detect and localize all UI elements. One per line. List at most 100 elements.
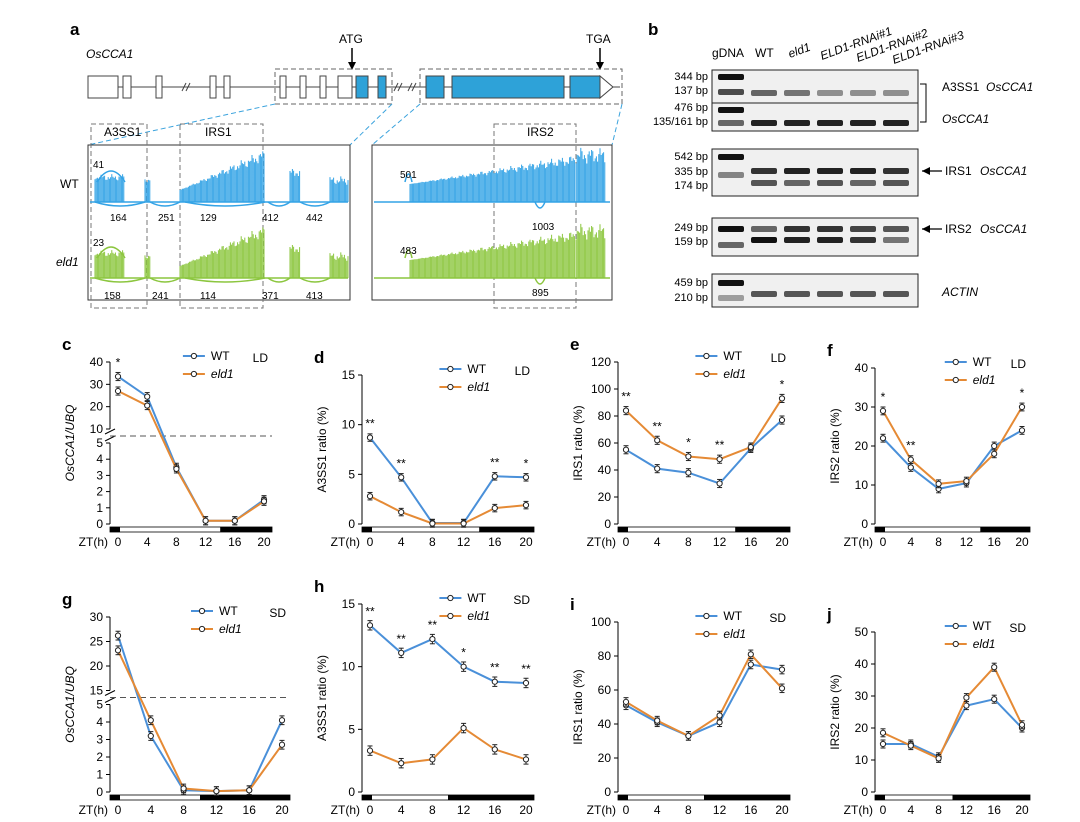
gel-3-band-1 — [718, 154, 744, 160]
x-tick-label: 16 — [988, 535, 1002, 549]
y-tick-label: 0 — [96, 517, 103, 531]
eld1-cov-4 — [289, 245, 301, 278]
gel1-size-2: 137 bp — [674, 85, 708, 97]
gel-3-band-2 — [718, 172, 744, 178]
dark-period — [220, 527, 272, 532]
region-box-irs2 — [493, 123, 577, 309]
wt-arc-left-count: 41 — [93, 160, 105, 171]
data-point — [366, 493, 374, 500]
panel-g-label: g — [62, 590, 72, 609]
data-point — [398, 474, 405, 481]
y-tick-label: 20 — [598, 751, 612, 765]
x-axis-label: ZT(h) — [844, 803, 873, 817]
data-point — [491, 746, 498, 753]
y-tick-label: 100 — [591, 382, 611, 396]
eld1-cov-2 — [144, 255, 151, 278]
y-tick-label: 15 — [342, 597, 356, 611]
data-point — [144, 402, 151, 409]
eld1-junction-1: 158 — [104, 291, 121, 302]
dark-period — [704, 795, 790, 800]
x-tick-label: 20 — [1015, 803, 1029, 817]
x-tick-label: 0 — [623, 803, 630, 817]
data-point — [935, 480, 942, 487]
y-tick-label: 100 — [591, 615, 611, 629]
x-tick-label: 0 — [880, 803, 887, 817]
zoom-box-left — [274, 68, 393, 105]
x-tick-label: 16 — [488, 535, 502, 549]
y-tick-label: 40 — [598, 717, 612, 731]
significance-mark: ** — [715, 438, 725, 452]
panel-h-label: h — [314, 577, 324, 596]
x-tick-label: 4 — [907, 535, 914, 549]
y-tick-label: 0 — [348, 517, 355, 531]
y-tick-label: 120 — [591, 355, 611, 369]
y-axis-label: OsCCA1/UBQ — [63, 666, 77, 743]
legend-label-wt: WT — [723, 609, 742, 623]
legend-label-wt: WT — [467, 362, 486, 376]
region-box-irs1 — [179, 123, 264, 309]
data-point — [907, 464, 914, 471]
series-line-wt — [882, 429, 1023, 490]
gel3-size-1: 542 bp — [674, 151, 708, 163]
y-tick-label: 2 — [96, 750, 103, 764]
data-point — [747, 651, 754, 658]
lane-label-gdna: gDNA — [712, 46, 744, 60]
data-point — [991, 696, 998, 703]
x-tick-label: 8 — [180, 803, 187, 817]
x-tick-label: 4 — [654, 803, 661, 817]
condition-label: SD — [1009, 621, 1026, 635]
data-point — [278, 717, 286, 724]
legend-marker — [703, 630, 710, 638]
panel-d-label: d — [314, 348, 324, 367]
y-tick-label: 60 — [598, 436, 612, 450]
data-point — [366, 434, 374, 441]
gel-5-band-1 — [718, 280, 744, 286]
eld1-junction-arc-right — [534, 277, 546, 285]
data-point — [685, 469, 692, 476]
eld1-arc-left-count: 23 — [93, 238, 105, 249]
y-tick-label: 5 — [348, 722, 355, 736]
data-point — [879, 407, 887, 414]
data-point — [398, 649, 405, 656]
zoom-box-right — [419, 68, 623, 105]
significance-mark: ** — [365, 604, 375, 618]
series-line-eld1 — [625, 397, 783, 461]
significance-mark: ** — [653, 419, 663, 433]
gel-1-band-1 — [718, 74, 744, 80]
atg-arrow-head — [348, 62, 356, 70]
y-tick-label: 40 — [855, 657, 869, 671]
gel-2-band-3 — [751, 120, 777, 126]
legend-label-wt: WT — [973, 619, 992, 633]
legend-label-wt: WT — [467, 591, 486, 605]
wt-junction-2: 251 — [158, 213, 175, 224]
wt-junction-arc-3 — [184, 201, 266, 207]
data-point — [747, 661, 754, 668]
data-point — [491, 505, 498, 512]
gel-5-band-6 — [850, 291, 876, 297]
x-tick-label: 16 — [988, 803, 1002, 817]
x-tick-label: 12 — [960, 535, 974, 549]
sashimi-box-right — [371, 144, 613, 301]
zoom-line-2 — [349, 103, 393, 146]
data-point — [147, 732, 154, 740]
data-point — [879, 435, 887, 442]
significance-mark: * — [881, 390, 886, 404]
gel4-size-2: 159 bp — [674, 236, 708, 248]
tga-label: TGA — [586, 32, 611, 46]
series-line-wt — [117, 375, 265, 522]
wt-cov-4 — [289, 169, 301, 202]
legend-marker — [952, 622, 959, 630]
gel-4-band-3 — [751, 226, 777, 232]
wt-junction-1: 164 — [110, 213, 127, 224]
dark-period-start — [110, 527, 120, 532]
y-tick-label: 1 — [96, 768, 103, 782]
series-line-wt — [369, 436, 527, 524]
axis-break-mark — [104, 428, 116, 442]
data-point — [716, 712, 723, 719]
series-line-eld1 — [369, 726, 527, 765]
gel-3-band-7 — [817, 168, 843, 174]
wt-junction-arc-2 — [149, 201, 181, 207]
eld1-junction-arc-2 — [149, 277, 181, 283]
